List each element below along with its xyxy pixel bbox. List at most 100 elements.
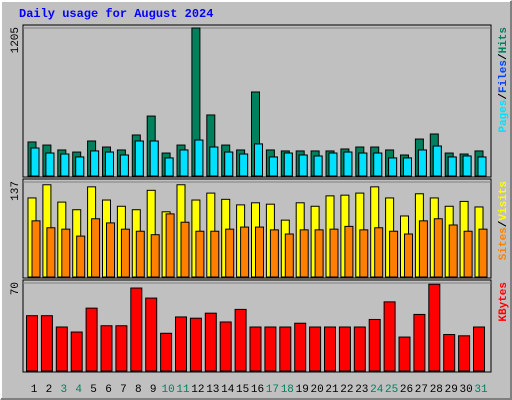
y-tick-label: 1205: [10, 27, 22, 53]
x-tick-label: 24: [370, 384, 384, 396]
bar: [443, 334, 456, 372]
x-tick-label: 26: [400, 384, 413, 396]
bar: [417, 149, 427, 177]
bar: [458, 335, 471, 372]
bar: [473, 326, 485, 372]
x-tick-label: 3: [60, 384, 67, 396]
bar: [477, 156, 487, 177]
chart-title: Daily usage for August 2024: [19, 7, 213, 21]
x-tick-label: 2: [46, 384, 53, 396]
x-tick-label: 4: [75, 384, 82, 396]
bar: [164, 157, 174, 177]
bar: [61, 228, 71, 278]
bar: [75, 156, 85, 177]
bar: [55, 326, 68, 372]
x-tick-label: 5: [90, 384, 97, 396]
bar: [264, 326, 277, 372]
x-tick-label: 7: [120, 384, 127, 396]
x-tick-label: 30: [459, 384, 472, 396]
legend: Pages/Files/Hits: [498, 27, 510, 133]
bar: [398, 336, 411, 372]
bar: [46, 227, 56, 278]
bar: [145, 297, 158, 372]
bar: [30, 147, 40, 177]
x-tick-label: 16: [251, 384, 264, 396]
bar: [134, 140, 144, 177]
x-tick-label: 19: [296, 384, 309, 396]
y-tick-label: 137: [10, 181, 22, 201]
legend-entry: Files: [498, 60, 510, 93]
x-tick-label: 20: [310, 384, 323, 396]
bar: [160, 332, 173, 372]
bar: [463, 230, 473, 278]
bar: [76, 235, 86, 278]
bar: [373, 152, 383, 177]
bar: [432, 145, 442, 177]
bar: [119, 154, 129, 177]
bar: [130, 287, 143, 372]
bar: [254, 143, 263, 177]
legend-separator: /: [498, 220, 510, 227]
bar: [204, 312, 217, 372]
bar: [40, 315, 53, 372]
bar: [135, 230, 145, 278]
bar: [91, 218, 101, 278]
bar: [374, 227, 384, 278]
bar: [328, 152, 338, 177]
bar: [359, 229, 369, 278]
bar: [353, 326, 366, 372]
x-tick-label: 28: [430, 384, 443, 396]
bar: [240, 226, 250, 278]
x-tick-label: 17: [266, 384, 279, 396]
bar: [106, 222, 115, 278]
legend: Sites/Visits: [498, 181, 510, 260]
bar: [31, 220, 41, 278]
bar: [195, 230, 205, 278]
bar: [338, 326, 351, 372]
bar: [324, 326, 336, 372]
x-tick-label: 15: [236, 384, 249, 396]
bar: [70, 331, 83, 372]
bar: [234, 308, 247, 372]
bar: [283, 152, 293, 177]
bar: [294, 322, 307, 372]
bar: [447, 156, 457, 177]
bar: [219, 321, 232, 372]
x-tick-label: 12: [191, 384, 204, 396]
bar: [175, 316, 187, 372]
bar: [85, 307, 98, 372]
x-tick-label: 25: [385, 384, 398, 396]
bar: [165, 213, 175, 278]
bar: [413, 313, 426, 372]
legend-entry: Sites: [498, 227, 510, 260]
bar: [309, 326, 322, 372]
bar: [298, 154, 308, 177]
bar: [433, 218, 443, 278]
bar: [194, 139, 204, 177]
bar: [255, 226, 264, 278]
bar: [120, 228, 130, 278]
bar: [383, 301, 396, 372]
bar: [179, 149, 189, 177]
bar: [389, 230, 399, 278]
x-tick-label: 18: [281, 384, 294, 396]
x-tick-label: 29: [445, 384, 458, 396]
bar: [388, 157, 398, 177]
x-tick-label: 11: [176, 384, 190, 396]
bar: [478, 228, 488, 278]
bar: [279, 326, 292, 372]
x-tick-label: 21: [325, 384, 339, 396]
bar: [269, 229, 279, 278]
legend: KBytes: [498, 282, 510, 322]
bar: [268, 156, 278, 177]
bar: [428, 283, 441, 372]
bar: [403, 157, 412, 177]
bar: [26, 315, 38, 372]
bar: [448, 224, 458, 278]
x-tick-label: 10: [161, 384, 174, 396]
bar: [418, 220, 428, 278]
legend-separator: /: [498, 53, 510, 60]
